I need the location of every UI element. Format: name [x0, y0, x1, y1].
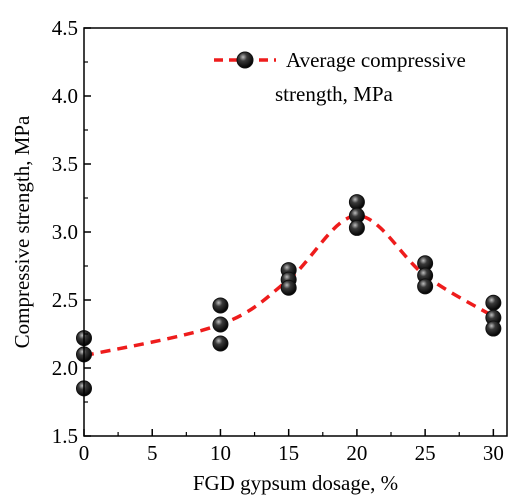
- x-tick-label: 20: [346, 441, 367, 465]
- legend-label-line-1: Average compressive: [286, 48, 466, 72]
- x-tick-label: 5: [147, 441, 158, 465]
- y-tick-label: 2.5: [52, 288, 78, 312]
- data-point-marker: [417, 278, 434, 295]
- y-tick-label: 1.5: [52, 424, 78, 448]
- data-point-marker: [485, 294, 502, 311]
- data-point-marker: [348, 219, 365, 236]
- x-tick-label: 10: [210, 441, 231, 465]
- x-tick-label: 0: [79, 441, 90, 465]
- y-axis-title: Compressive strength, MPa: [10, 115, 34, 348]
- marker-layer: [76, 194, 502, 397]
- data-point-marker: [348, 194, 365, 211]
- data-point-marker: [212, 297, 229, 314]
- legend-marker-swatch: [236, 51, 254, 69]
- y-tick-label: 4.0: [52, 84, 78, 108]
- y-tick-label: 3.5: [52, 152, 78, 176]
- y-tick-label: 3.0: [52, 220, 78, 244]
- x-tick-label: 30: [483, 441, 504, 465]
- data-point-marker: [212, 335, 229, 352]
- y-tick-label: 4.5: [52, 16, 78, 40]
- ticks-layer: 0 5 10 15 20 25 30 1.5 2.0 2.5 3.0 3.5 4.0 4.5: [52, 16, 504, 465]
- data-point-marker: [212, 316, 229, 333]
- legend: Average compressive strength, MPa: [214, 48, 466, 106]
- x-axis-title: FGD gypsum dosage, %: [193, 471, 398, 495]
- data-point-marker: [485, 320, 502, 337]
- legend-label-line-2: strength, MPa: [275, 82, 394, 106]
- y-tick-label: 2.0: [52, 356, 78, 380]
- x-tick-label: 25: [415, 441, 436, 465]
- data-point-marker: [280, 279, 297, 296]
- x-tick-label: 15: [278, 441, 299, 465]
